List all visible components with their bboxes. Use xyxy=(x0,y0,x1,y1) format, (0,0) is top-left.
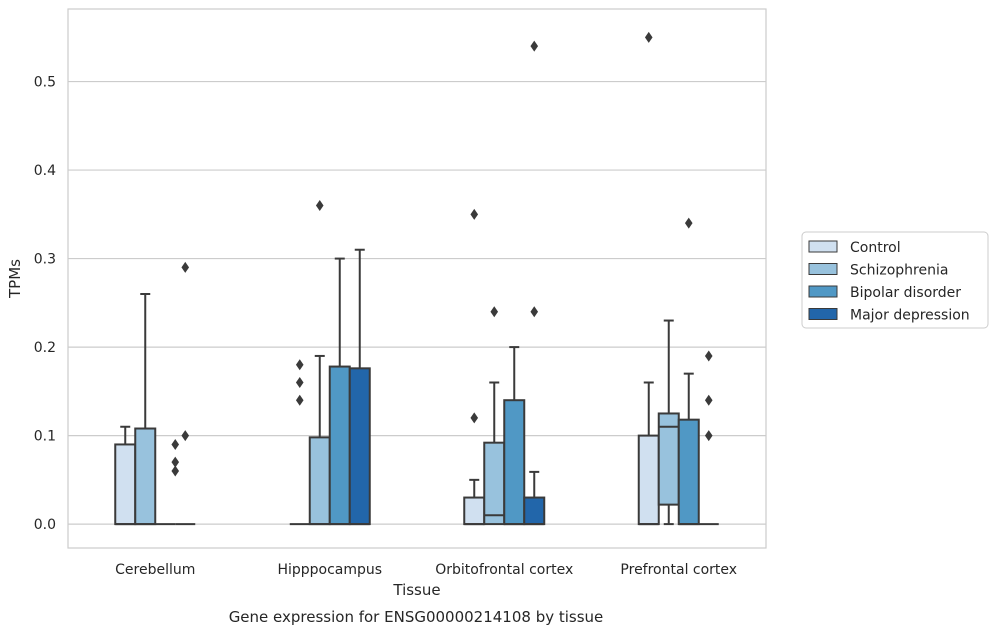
box xyxy=(483,441,506,526)
outlier-point xyxy=(530,40,539,52)
legend-frame xyxy=(801,231,989,329)
box xyxy=(677,418,700,526)
x-tick-label: Orbitofrontal cortex xyxy=(435,562,573,578)
box-group xyxy=(503,346,526,526)
box-group xyxy=(114,425,137,526)
box-group xyxy=(328,257,351,526)
box-group xyxy=(308,199,331,526)
y-tick-label: 0.3 xyxy=(34,252,56,268)
box-plots xyxy=(114,31,719,526)
outlier-point xyxy=(684,217,693,229)
box-group xyxy=(677,217,700,526)
x-tick-label: Hipppocampus xyxy=(277,562,382,578)
legend-swatch xyxy=(808,308,838,320)
box xyxy=(523,496,546,526)
box xyxy=(308,436,331,526)
x-axis-label: Tissue xyxy=(392,581,440,599)
outlier-point xyxy=(644,31,653,43)
box xyxy=(503,399,526,526)
outlier-point xyxy=(171,465,180,477)
plot-area-frame xyxy=(67,8,767,549)
legend-label: Major depression xyxy=(850,308,970,324)
legend-swatch xyxy=(808,240,838,253)
outlier-point xyxy=(295,359,304,371)
outlier-point xyxy=(295,394,304,406)
outlier-point xyxy=(470,412,479,424)
legend-swatch xyxy=(808,263,838,275)
box xyxy=(348,367,371,526)
legend: Control Schizophrenia Bipolar disorder Majo… xyxy=(801,231,989,329)
y-axis-ticks: 0.0 0.1 0.2 0.3 0.4 0.5 xyxy=(34,75,56,534)
outlier-point xyxy=(181,430,190,442)
box-group xyxy=(134,292,157,526)
box xyxy=(463,496,486,526)
box-group xyxy=(289,359,310,526)
y-tick-label: 0.4 xyxy=(34,163,56,179)
box-group xyxy=(637,31,660,526)
box xyxy=(134,427,157,526)
legend-label: Bipolar disorder xyxy=(850,285,961,301)
box xyxy=(637,434,660,526)
outlier-point xyxy=(704,430,713,442)
box-group xyxy=(463,208,486,526)
outlier-group xyxy=(171,438,180,477)
outlier-point xyxy=(295,376,304,388)
y-tick-label: 0.0 xyxy=(34,517,56,533)
box-group xyxy=(348,248,371,526)
legend-swatch xyxy=(808,285,838,298)
box-group xyxy=(657,319,680,526)
box-group xyxy=(175,261,196,526)
legend-label: Control xyxy=(850,240,901,256)
x-axis-ticks: Cerebellum Hipppocampus Orbitofrontal cort… xyxy=(115,562,737,578)
y-tick-label: 0.1 xyxy=(34,429,56,445)
outlier-point xyxy=(530,306,539,318)
outlier-point xyxy=(470,208,479,220)
y-axis-label: TPMs xyxy=(6,259,24,299)
outlier-point xyxy=(704,350,713,362)
outlier-point xyxy=(171,438,180,450)
outlier-point xyxy=(171,456,180,468)
y-tick-label: 0.2 xyxy=(34,340,56,356)
x-tick-label: Prefrontal cortex xyxy=(620,562,737,578)
legend-label: Schizophrenia xyxy=(850,263,948,279)
box xyxy=(114,443,137,526)
box xyxy=(328,365,351,526)
box-group xyxy=(698,350,719,526)
outlier-point xyxy=(181,261,190,273)
y-tick-label: 0.5 xyxy=(34,75,56,91)
box-group xyxy=(523,40,546,526)
chart-caption: Gene expression for ENSG00000214108 by t… xyxy=(229,608,604,626)
x-tick-label: Cerebellum xyxy=(115,562,195,578)
outlier-point xyxy=(704,394,713,406)
box-group xyxy=(483,306,506,526)
outlier-point xyxy=(315,199,324,211)
outlier-point xyxy=(490,306,499,318)
